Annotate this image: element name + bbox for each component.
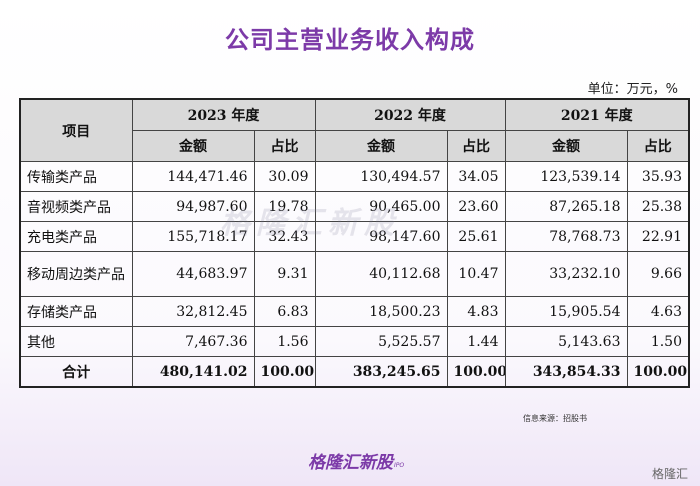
year-header: 2021 年度 [504, 98, 690, 131]
ratio-cell: 9.31 [253, 251, 316, 297]
year-header: 2022 年度 [314, 98, 506, 131]
row-label: 存储类产品 [19, 296, 133, 327]
amount-cell: 98,147.60 [314, 221, 448, 252]
amount-cell: 144,471.46 [131, 161, 255, 192]
ratio-cell: 32.43 [253, 221, 316, 252]
ratio-cell: 1.56 [253, 326, 316, 357]
ratio-header: 占比 [253, 130, 316, 162]
table-row: 移动周边类产品 44,683.97 9.31 40,112.68 10.47 3… [19, 251, 690, 297]
corner-logo: 格隆汇 [651, 467, 688, 481]
ratio-cell: 19.78 [253, 191, 316, 222]
row-label: 移动周边类产品 [19, 251, 133, 297]
ratio-cell: 35.93 [626, 161, 690, 192]
amount-cell: 40,112.68 [314, 251, 448, 297]
ratio-cell: 100.00 [626, 356, 690, 388]
ratio-cell: 100.00 [446, 356, 506, 388]
amount-cell: 480,141.02 [131, 356, 255, 388]
row-label: 其他 [19, 326, 133, 357]
amount-cell: 18,500.23 [314, 296, 448, 327]
amount-cell: 78,768.73 [504, 221, 628, 252]
page-title: 公司主营业务收入构成 [225, 26, 475, 54]
amount-header: 金额 [131, 130, 255, 162]
brand-logo: 格隆汇新股 [308, 453, 393, 473]
ratio-cell: 23.60 [446, 191, 506, 222]
amount-cell: 87,265.18 [504, 191, 628, 222]
unit-label: 单位：万元，% [587, 82, 678, 97]
total-label: 合计 [19, 356, 133, 388]
ratio-cell: 1.44 [446, 326, 506, 357]
ratio-cell: 6.83 [253, 296, 316, 327]
revenue-table: 项目 2023 年度 2022 年度 2021 年度 金额 占比 金额 占比 金… [19, 98, 690, 388]
amount-cell: 155,718.17 [131, 221, 255, 252]
amount-cell: 383,245.65 [314, 356, 448, 388]
ratio-cell: 9.66 [626, 251, 690, 297]
amount-header: 金额 [504, 130, 628, 162]
ratio-cell: 1.50 [626, 326, 690, 357]
table-row: 充电类产品 155,718.17 32.43 98,147.60 25.61 7… [19, 221, 690, 252]
ratio-cell: 25.61 [446, 221, 506, 252]
amount-header: 金额 [314, 130, 448, 162]
ratio-cell: 22.91 [626, 221, 690, 252]
total-row: 合计 480,141.02 100.00 383,245.65 100.00 3… [19, 356, 690, 388]
amount-cell: 33,232.10 [504, 251, 628, 297]
amount-cell: 343,854.33 [504, 356, 628, 388]
source-note: 信息来源：招股书 [523, 414, 587, 423]
ratio-cell: 10.47 [446, 251, 506, 297]
amount-cell: 123,539.14 [504, 161, 628, 192]
amount-cell: 7,467.36 [131, 326, 255, 357]
ratio-cell: 4.63 [626, 296, 690, 327]
amount-cell: 32,812.45 [131, 296, 255, 327]
ratio-cell: 4.83 [446, 296, 506, 327]
ratio-header: 占比 [626, 130, 690, 162]
table-row: 其他 7,467.36 1.56 5,525.57 1.44 5,143.63 … [19, 326, 690, 357]
row-label: 传输类产品 [19, 161, 133, 192]
ratio-cell: 25.38 [626, 191, 690, 222]
amount-cell: 5,143.63 [504, 326, 628, 357]
ratio-cell: 34.05 [446, 161, 506, 192]
amount-cell: 90,465.00 [314, 191, 448, 222]
table-row: 传输类产品 144,471.46 30.09 130,494.57 34.05 … [19, 161, 690, 192]
table-row: 音视频类产品 94,987.60 19.78 90,465.00 23.60 8… [19, 191, 690, 222]
amount-cell: 130,494.57 [314, 161, 448, 192]
ratio-cell: 100.00 [253, 356, 316, 388]
year-header: 2023 年度 [131, 98, 316, 131]
item-header: 项目 [19, 98, 133, 162]
amount-cell: 94,987.60 [131, 191, 255, 222]
ratio-cell: 30.09 [253, 161, 316, 192]
ratio-header: 占比 [446, 130, 506, 162]
brand-sub-label: IPO [394, 462, 405, 469]
row-label: 音视频类产品 [19, 191, 133, 222]
amount-cell: 44,683.97 [131, 251, 255, 297]
amount-cell: 15,905.54 [504, 296, 628, 327]
table-row: 存储类产品 32,812.45 6.83 18,500.23 4.83 15,9… [19, 296, 690, 327]
amount-cell: 5,525.57 [314, 326, 448, 357]
row-label: 充电类产品 [19, 221, 133, 252]
